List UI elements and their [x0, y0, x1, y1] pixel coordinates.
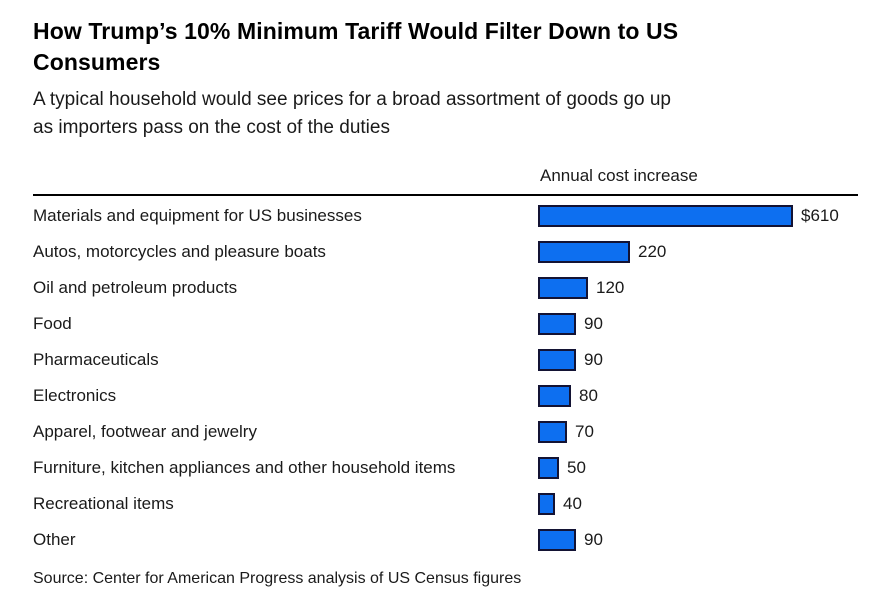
category-label: Electronics: [33, 386, 117, 405]
category-label: Pharmaceuticals: [33, 350, 159, 369]
category-label: Furniture, kitchen appliances and other …: [33, 458, 456, 477]
category-label: Oil and petroleum products: [33, 278, 238, 297]
value-label: 80: [579, 386, 598, 405]
chart-row: Apparel, footwear and jewelry 70: [33, 414, 858, 450]
value-label: 90: [584, 314, 603, 333]
chart-row: Autos, motorcycles and pleasure boats 22…: [33, 234, 858, 270]
value-bar: [538, 205, 793, 227]
category-label: Materials and equipment for US businesse…: [33, 206, 362, 225]
category-label: Recreational items: [33, 494, 174, 513]
value-label: 40: [563, 494, 582, 513]
value-bar: [538, 421, 567, 443]
value-bar: [538, 277, 588, 299]
category-label: Other: [33, 530, 76, 549]
chart-row: Other 90: [33, 522, 858, 558]
chart-subtitle: A typical household would see prices for…: [33, 86, 858, 142]
chart-title-line-1: How Trump’s 10% Minimum Tariff Would Fil…: [33, 18, 679, 44]
chart-row: Pharmaceuticals 90: [33, 342, 858, 378]
chart-title-line-2: Consumers: [33, 49, 161, 75]
category-label: Apparel, footwear and jewelry: [33, 422, 257, 441]
value-bar: [538, 385, 571, 407]
bar-rows: Materials and equipment for US businesse…: [33, 198, 858, 558]
category-label: Autos, motorcycles and pleasure boats: [33, 242, 326, 261]
chart-subtitle-line-1: A typical household would see prices for…: [33, 89, 671, 110]
value-label: 90: [584, 350, 603, 369]
value-label: 220: [638, 242, 667, 261]
value-label: 90: [584, 530, 603, 549]
value-bar: [538, 529, 576, 551]
value-label: 120: [596, 278, 625, 297]
chart-row: Materials and equipment for US businesse…: [33, 198, 858, 234]
chart-row: Recreational items 40: [33, 486, 858, 522]
category-label: Food: [33, 314, 72, 333]
chart-title: How Trump’s 10% Minimum Tariff Would Fil…: [33, 16, 858, 78]
value-bar: [538, 349, 576, 371]
source-note: Source: Center for American Progress ana…: [33, 570, 522, 587]
value-axis-header: Annual cost increase: [540, 166, 698, 185]
value-bar: [538, 493, 555, 515]
value-label: $610: [801, 206, 839, 225]
chart-row: Electronics 80: [33, 378, 858, 414]
chart-subtitle-line-2: as importers pass on the cost of the dut…: [33, 117, 390, 138]
chart-row: Oil and petroleum products 120: [33, 270, 858, 306]
chart-row: Furniture, kitchen appliances and other …: [33, 450, 858, 486]
value-bar: [538, 457, 559, 479]
value-bar: [538, 241, 630, 263]
value-label: 50: [567, 458, 586, 477]
value-bar: [538, 313, 576, 335]
header-rule: [33, 194, 858, 196]
value-label: 70: [575, 422, 594, 441]
chart-row: Food 90: [33, 306, 858, 342]
